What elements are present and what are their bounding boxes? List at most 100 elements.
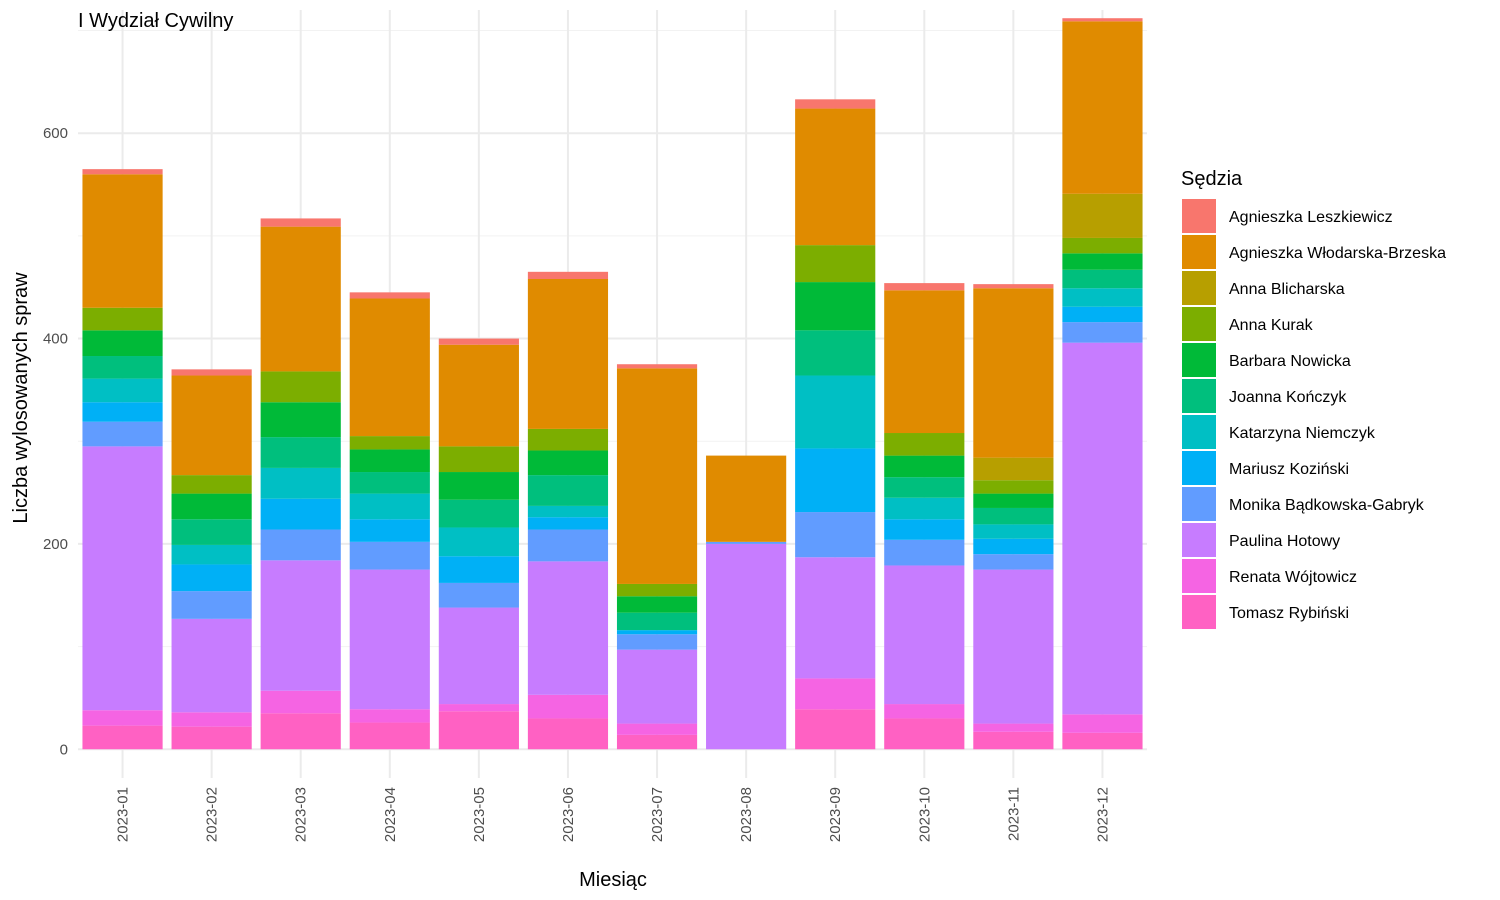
bar-segment <box>527 517 609 530</box>
bar-segment <box>616 368 698 584</box>
legend-swatch <box>1182 595 1216 629</box>
bar-segment <box>349 436 430 450</box>
bar-segment <box>260 402 341 438</box>
x-tick-label: 2023-06 <box>560 787 577 842</box>
bar-segment <box>884 718 965 750</box>
x-tick-label: 2023-11 <box>1005 787 1022 841</box>
bar-segment <box>795 108 876 246</box>
legend-label: Anna Kurak <box>1229 317 1314 334</box>
bar-segment <box>260 498 341 530</box>
bar-segment <box>171 475 252 494</box>
x-tick-label: 2023-08 <box>738 787 755 842</box>
bar-segment <box>349 472 430 494</box>
bar-segment <box>171 544 252 565</box>
legend-swatch <box>1182 415 1216 449</box>
legend-label: Paulina Hotowy <box>1229 533 1340 550</box>
x-axis-title: Miesiąc <box>579 869 647 891</box>
legend-swatch <box>1182 235 1216 269</box>
bar-segment <box>795 678 876 710</box>
x-tick-label: 2023-05 <box>471 787 488 842</box>
bar-segment <box>616 583 698 597</box>
bar-segment <box>1062 306 1143 323</box>
bar-segment <box>1062 714 1143 733</box>
bar-segment <box>884 290 965 434</box>
bar-segment <box>527 694 609 719</box>
bar-segment <box>795 512 876 558</box>
bar-segment <box>349 722 430 750</box>
bar-segment <box>1062 269 1143 289</box>
bar-segment <box>260 690 341 714</box>
bar-segment <box>438 338 519 345</box>
bar-segment <box>973 524 1054 539</box>
bar-segment <box>82 710 163 726</box>
y-tick-label: 200 <box>43 536 68 553</box>
bar-segment <box>171 375 252 476</box>
bar-segment <box>884 519 965 540</box>
x-tick-label: 2023-03 <box>293 787 310 842</box>
bar-segment <box>82 307 163 331</box>
bar-segment <box>706 455 787 542</box>
legend-swatch <box>1182 559 1216 593</box>
bar-segment <box>884 433 965 456</box>
bar-segment <box>884 283 965 291</box>
legend-label: Agnieszka Leszkiewicz <box>1229 209 1393 226</box>
bar-segment <box>1062 288 1143 307</box>
bar-segment <box>171 519 252 545</box>
bar-segment <box>349 292 430 299</box>
bar-segment <box>616 364 698 369</box>
bar-segment <box>884 497 965 520</box>
bar-segment <box>795 282 876 331</box>
bar-segment <box>616 612 698 631</box>
bar-segment <box>1062 193 1143 238</box>
bar-segment <box>349 449 430 473</box>
bar-segment <box>973 457 1054 481</box>
x-axis: 2023-01 2023-02 2023-03 2023-04 2023-05 2023-… <box>115 787 1112 842</box>
legend-label: Anna Blicharska <box>1229 281 1345 298</box>
bar-segment <box>260 529 341 561</box>
legend-label: Katarzyna Niemczyk <box>1229 425 1376 442</box>
bar-segment <box>171 591 252 619</box>
bar-segment <box>438 446 519 473</box>
legend-swatch <box>1182 523 1216 557</box>
legend: Sędzia Agnieszka Leszkiewicz Agnieszka Wł… <box>1181 168 1446 629</box>
bar-segment <box>795 448 876 513</box>
bar-segment <box>260 226 341 372</box>
bar-segment <box>973 284 1054 289</box>
bar-segment <box>795 245 876 283</box>
bar-segment <box>527 529 609 562</box>
bar-segment <box>527 718 609 750</box>
bar-segment <box>527 271 609 280</box>
bar-segment <box>884 539 965 566</box>
bar-segment <box>349 709 430 723</box>
bar-segment <box>82 174 163 308</box>
bar-segment <box>616 723 698 735</box>
bar-segment <box>349 541 430 570</box>
bar-segment <box>795 99 876 109</box>
bar-segment <box>82 330 163 357</box>
bar-segment <box>527 475 609 506</box>
bar-segment <box>349 519 430 542</box>
bar-segment <box>82 169 163 175</box>
bar-segment <box>706 541 787 544</box>
bar-segment <box>973 554 1054 570</box>
x-tick-label: 2023-02 <box>204 787 221 842</box>
bar-segment <box>260 713 341 750</box>
bar-segment <box>349 493 430 520</box>
bar-segment <box>795 330 876 376</box>
bar-segment <box>82 402 163 422</box>
bar-segment <box>438 344 519 447</box>
bar-segment <box>82 356 163 379</box>
bar-segment <box>438 527 519 557</box>
bar-segment <box>795 709 876 750</box>
x-tick-label: 2023-01 <box>115 787 132 842</box>
legend-swatch <box>1182 271 1216 305</box>
bar-segment <box>527 505 609 518</box>
legend-swatch <box>1182 487 1216 521</box>
bar-segment <box>1062 21 1143 194</box>
bar-segment <box>973 507 1054 525</box>
bar-segment <box>973 569 1054 724</box>
legend-swatch <box>1182 451 1216 485</box>
bar-segment <box>171 369 252 376</box>
bar-segment <box>616 630 698 635</box>
bar-segment <box>438 556 519 583</box>
